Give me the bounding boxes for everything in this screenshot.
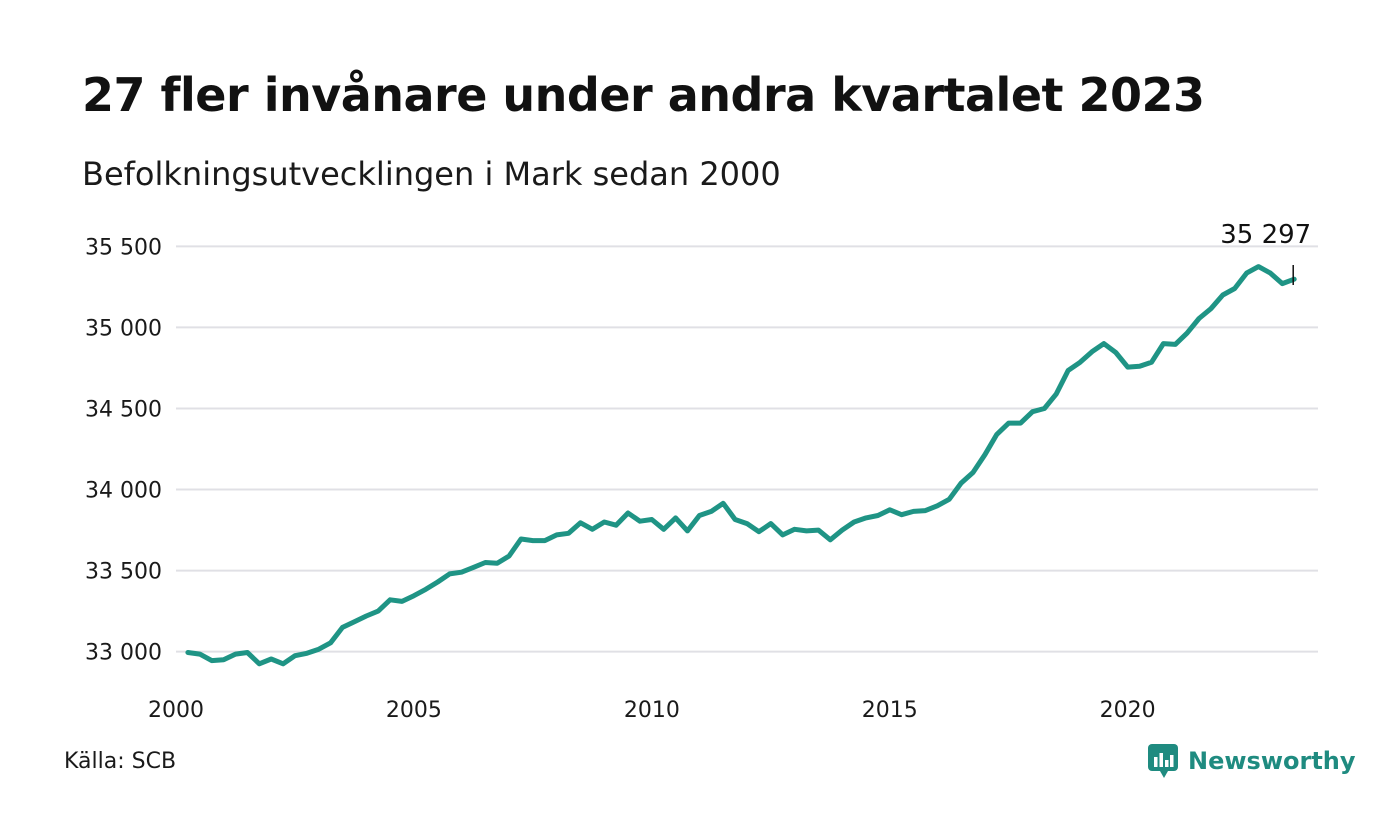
x-tick-label: 2015 — [862, 698, 918, 723]
y-axis-tick-labels: 33 000 33 500 34 000 34 500 35 000 35 500 — [85, 235, 162, 665]
x-tick-label: 2010 — [624, 698, 680, 723]
y-tick-label: 35 000 — [85, 316, 162, 341]
y-tick-label: 33 500 — [85, 560, 162, 585]
brand-name: Newsworthy — [1188, 747, 1356, 775]
annotation-layer: 35 297 — [1220, 220, 1311, 285]
source-label: Källa: SCB — [64, 749, 177, 774]
y-tick-label: 33 000 — [85, 641, 162, 666]
x-tick-label: 2000 — [148, 698, 204, 723]
chart-subtitle: Befolkningsutvecklingen i Mark sedan 200… — [82, 155, 781, 193]
chart-title: 27 fler invånare under andra kvartalet 2… — [82, 68, 1205, 122]
y-tick-label: 34 500 — [85, 397, 162, 422]
series-layer — [185, 264, 1297, 667]
y-tick-label: 34 000 — [85, 479, 162, 504]
y-tick-label: 35 500 — [85, 235, 162, 260]
gridlines — [176, 245, 1318, 653]
x-axis-tick-labels: 2000 2005 2010 2015 2020 — [148, 698, 1156, 723]
series-line — [185, 264, 1297, 667]
x-tick-label: 2020 — [1100, 698, 1156, 723]
newsworthy-logo-icon — [1148, 744, 1178, 778]
newsworthy-logo: Newsworthy — [1148, 744, 1356, 778]
annotation-label: 35 297 — [1220, 220, 1311, 250]
line-chart: 33 000 33 500 34 000 34 500 35 000 35 500 200… — [85, 220, 1318, 723]
x-tick-label: 2005 — [386, 698, 442, 723]
